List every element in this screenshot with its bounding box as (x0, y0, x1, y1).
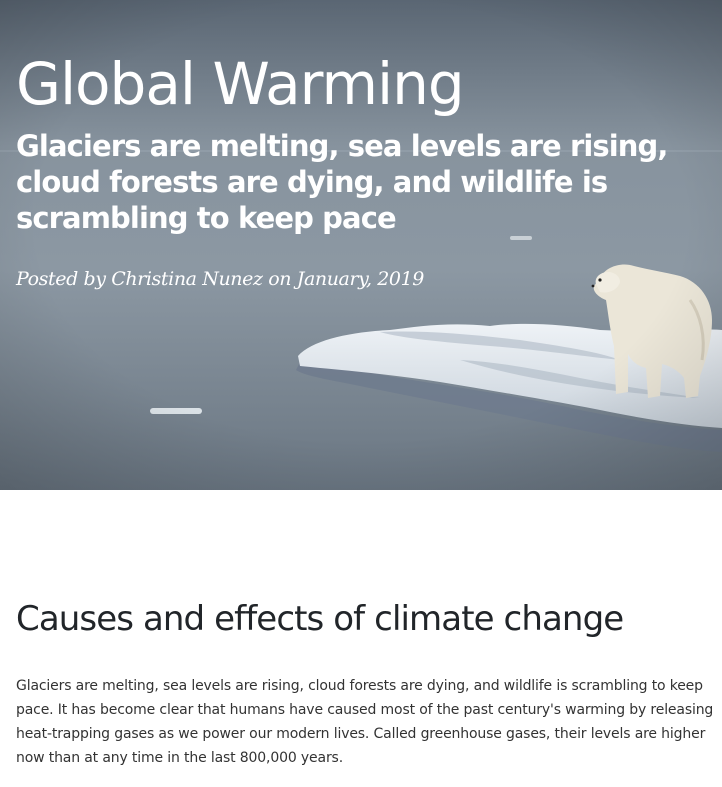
article-paragraph: Glaciers are melting, sea levels are ris… (16, 678, 714, 766)
page-subtitle: Glaciers are melting, sea levels are ris… (16, 129, 668, 235)
page-title: Global Warming (16, 50, 465, 118)
page-header: Global Warming Glaciers are melting, sea… (0, 0, 722, 490)
section-heading: Causes and effects of climate change (16, 599, 624, 639)
polar-bear-on-ice-floe-image (0, 0, 722, 490)
post-meta: Posted by Christina Nunez on January, 20… (16, 268, 425, 290)
